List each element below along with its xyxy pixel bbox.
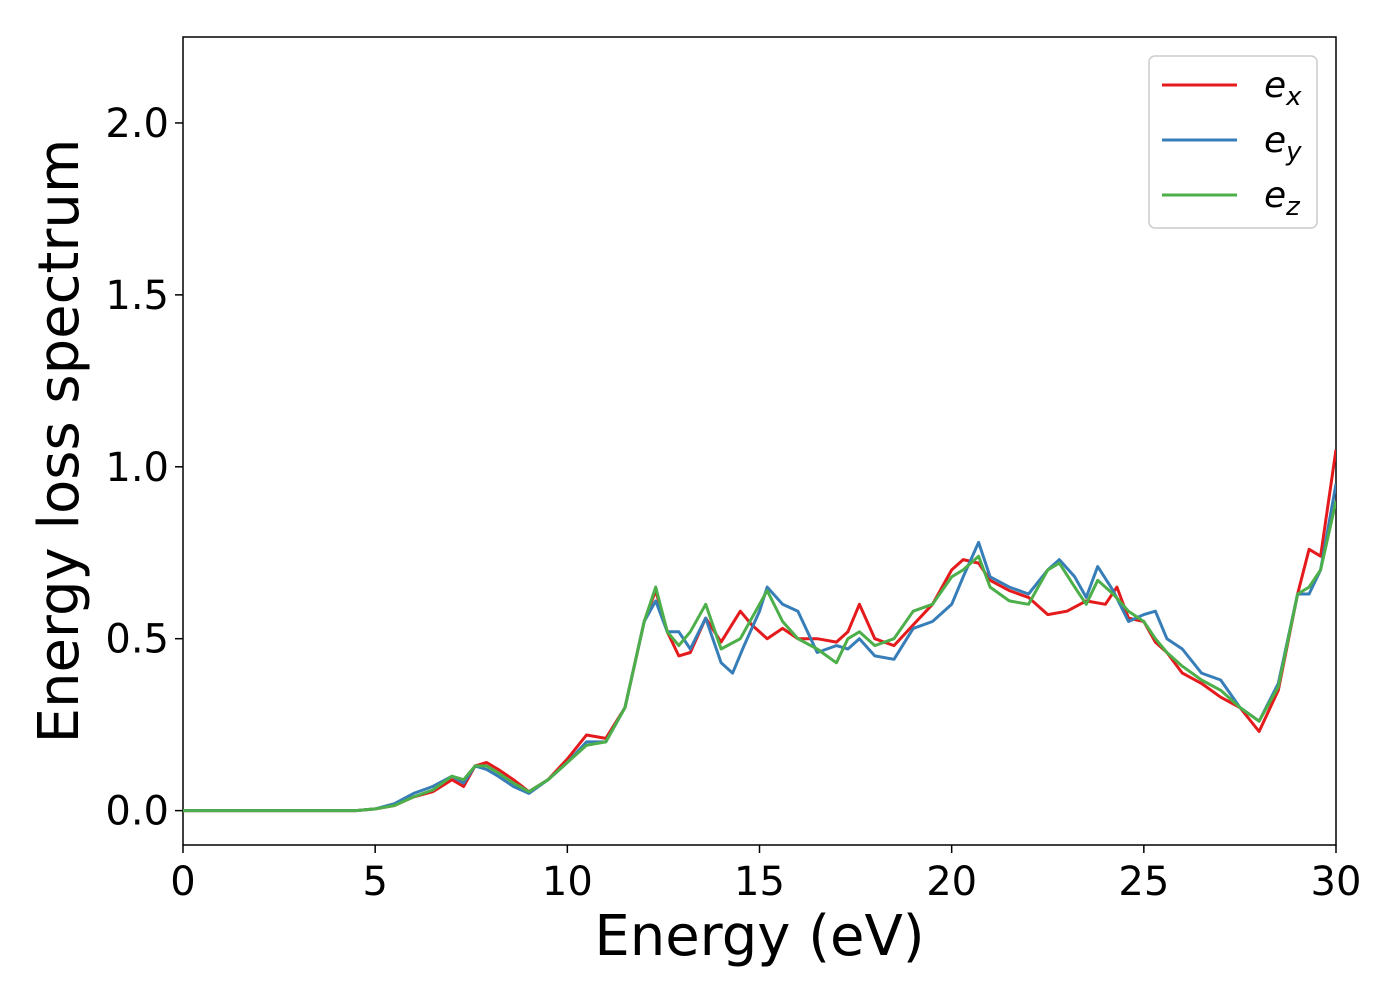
legend-label-x: ex bbox=[1264, 65, 1302, 112]
series-line-z bbox=[183, 500, 1336, 813]
y-tick-label: 0.5 bbox=[105, 617, 169, 663]
y-tick-label: 0.0 bbox=[105, 789, 169, 835]
x-axis-title: Energy (eV) bbox=[594, 904, 924, 969]
y-axis-title: Energy loss spectrum bbox=[27, 139, 92, 744]
series-layer bbox=[183, 449, 1336, 813]
legend: ex ey ez bbox=[1148, 55, 1318, 229]
legend-label-y: ey bbox=[1264, 120, 1302, 167]
legend-label-z: ez bbox=[1264, 175, 1301, 222]
x-tick-label: 15 bbox=[734, 859, 785, 905]
y-tick-label: 2.0 bbox=[105, 101, 169, 147]
x-tick-label: 10 bbox=[542, 859, 593, 905]
x-tick-label: 25 bbox=[1118, 859, 1169, 905]
x-tick-label: 30 bbox=[1311, 859, 1362, 905]
y-tick-label: 1.5 bbox=[105, 273, 169, 319]
x-tick-label: 20 bbox=[926, 859, 977, 905]
y-tick-label: 1.0 bbox=[105, 445, 169, 491]
x-tick-label: 5 bbox=[362, 859, 387, 905]
legend-box bbox=[1148, 55, 1318, 229]
x-tick-label: 0 bbox=[170, 859, 195, 905]
ticks-layer: 0 5 10 15 20 25 30 0.0 0.5 1.0 1.5 2.0 bbox=[105, 101, 1361, 905]
